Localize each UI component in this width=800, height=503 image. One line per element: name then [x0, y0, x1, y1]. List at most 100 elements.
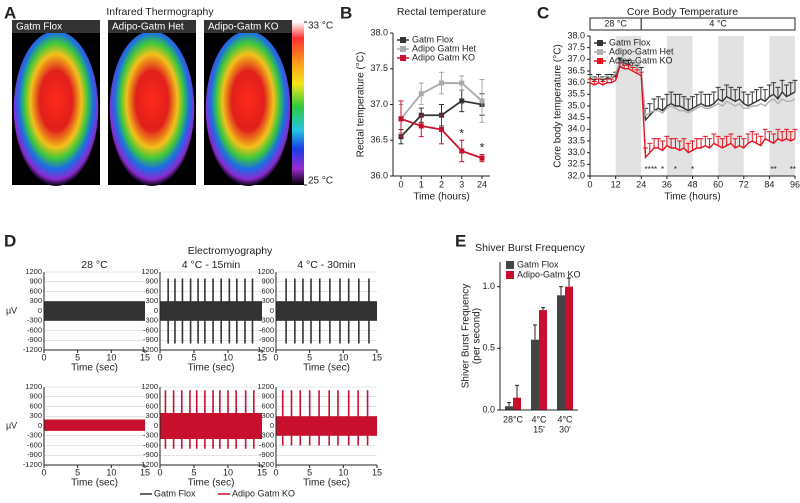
y-tick-label: -300	[143, 316, 158, 325]
y-tick-label: 1200	[257, 382, 274, 391]
x-tick-label: 2	[439, 179, 444, 189]
x-tick-label: 5	[75, 352, 80, 362]
annotation: *	[691, 165, 694, 174]
x-tick-label: 28°C	[503, 414, 524, 424]
x-tick-label: 10	[106, 352, 116, 362]
x-tick-label: 10	[338, 467, 348, 477]
point	[459, 148, 465, 154]
point	[398, 116, 404, 122]
legend-marker	[400, 55, 406, 61]
image-label: Adipo-Gatm Het	[112, 22, 184, 33]
x-tick-label: 0	[157, 352, 162, 362]
y-tick-label: 32.5	[567, 159, 585, 169]
y-tick-label: 0	[270, 421, 274, 430]
x-tick-label: 15'	[533, 424, 545, 434]
y-tick-label: 600	[145, 286, 158, 295]
y-tick-label: 600	[261, 286, 274, 295]
chart-title: Core Body Temperature	[627, 6, 738, 18]
bar	[513, 397, 521, 410]
x-tick-label: 36	[662, 179, 672, 189]
y-tick-label: 37.0	[567, 54, 585, 64]
x-tick-label: 0	[41, 467, 46, 477]
legend-label: Adipo Gatm KO	[412, 52, 475, 62]
y-tick-label: 0	[154, 421, 158, 430]
y-tick-label: 0	[38, 421, 42, 430]
y-tick-label: 36.5	[370, 135, 388, 145]
legend-label: Adipo Gatm Het	[412, 43, 477, 53]
emg-noise	[44, 301, 145, 321]
x-tick-label: 48	[687, 179, 697, 189]
legend-label: Adipo-Gatm Het	[609, 46, 674, 56]
y-axis-label: Shiver Burst Frequency	[461, 284, 472, 389]
y-tick-label: -900	[27, 335, 42, 344]
thermal-body	[13, 30, 99, 187]
y-tick-label: 32.0	[567, 170, 585, 180]
colorbar-label: 25 °C	[308, 176, 333, 187]
y-tick-label: 600	[261, 401, 274, 410]
y-tick-label: -600	[143, 325, 158, 334]
colorbar	[292, 22, 304, 185]
annotation: **	[771, 165, 777, 174]
x-tick-label: 12	[611, 179, 621, 189]
x-tick-label: 60	[713, 179, 723, 189]
y-tick-label: -1200	[139, 345, 158, 354]
legend-label: Gatm Flox	[412, 34, 454, 44]
y-tick-label: 1200	[141, 382, 158, 391]
y-tick-label: -600	[27, 440, 42, 449]
y-tick-label: 38.0	[567, 30, 585, 40]
y-tick-label: 900	[261, 277, 274, 286]
annotation: *	[661, 165, 664, 174]
y-tick-label: 35.0	[567, 100, 585, 110]
x-axis-label: Time (sec)	[71, 478, 118, 489]
shaded-period	[769, 36, 795, 176]
y-tick-label: 300	[145, 296, 158, 305]
y-tick-label: -1200	[139, 460, 158, 469]
legend-marker	[400, 37, 406, 43]
y-tick-label: 300	[29, 411, 42, 420]
x-axis-label: Time (sec)	[303, 478, 350, 489]
bar	[565, 286, 573, 410]
panel-label: C	[537, 3, 549, 22]
bar	[557, 295, 565, 410]
point	[459, 98, 465, 104]
x-tick-label: 24	[636, 179, 646, 189]
y-tick-label: -900	[27, 450, 42, 459]
panel-label: A	[4, 3, 16, 22]
x-tick-label: 15	[257, 352, 267, 362]
x-tick-label: 84	[764, 179, 774, 189]
y-tick-label: 38.0	[370, 27, 388, 37]
x-tick-label: 5	[191, 467, 196, 477]
y-tick-label: -1200	[255, 460, 274, 469]
y-tick-label: 0	[154, 306, 158, 315]
y-tick-label: -600	[259, 440, 274, 449]
image-label-bg	[12, 20, 100, 33]
colorbar-label: 33 °C	[308, 21, 333, 32]
thermal-body	[109, 30, 195, 187]
legend-label: Adipo Gatm KO	[232, 488, 295, 498]
legend-marker	[597, 40, 603, 46]
y-tick-label: 900	[29, 392, 42, 401]
y-axis-label: µV	[6, 420, 17, 430]
y-tick-label: 0	[270, 306, 274, 315]
point	[439, 127, 444, 133]
x-tick-label: 15	[257, 467, 267, 477]
y-tick-label: -300	[27, 431, 42, 440]
x-axis-label: Time (sec)	[188, 478, 235, 489]
x-tick-label: 30'	[559, 424, 571, 434]
y-tick-label: -1200	[23, 345, 42, 354]
image-label-bg	[108, 20, 196, 33]
x-tick-label: 3	[459, 179, 464, 189]
annotation: *	[674, 165, 677, 174]
y-tick-label: -300	[259, 431, 274, 440]
y-tick-label: 35.5	[567, 89, 585, 99]
legend-marker	[506, 261, 514, 269]
x-tick-label: 15	[140, 352, 150, 362]
y-tick-label: 0.5	[482, 343, 495, 353]
y-tick-label: -900	[259, 335, 274, 344]
y-tick-label: 33.5	[567, 135, 585, 145]
y-tick-label: 37.0	[370, 99, 388, 109]
y-tick-label: 36.0	[567, 77, 585, 87]
y-axis-label: µV	[6, 305, 17, 315]
x-tick-label: 15	[140, 467, 150, 477]
